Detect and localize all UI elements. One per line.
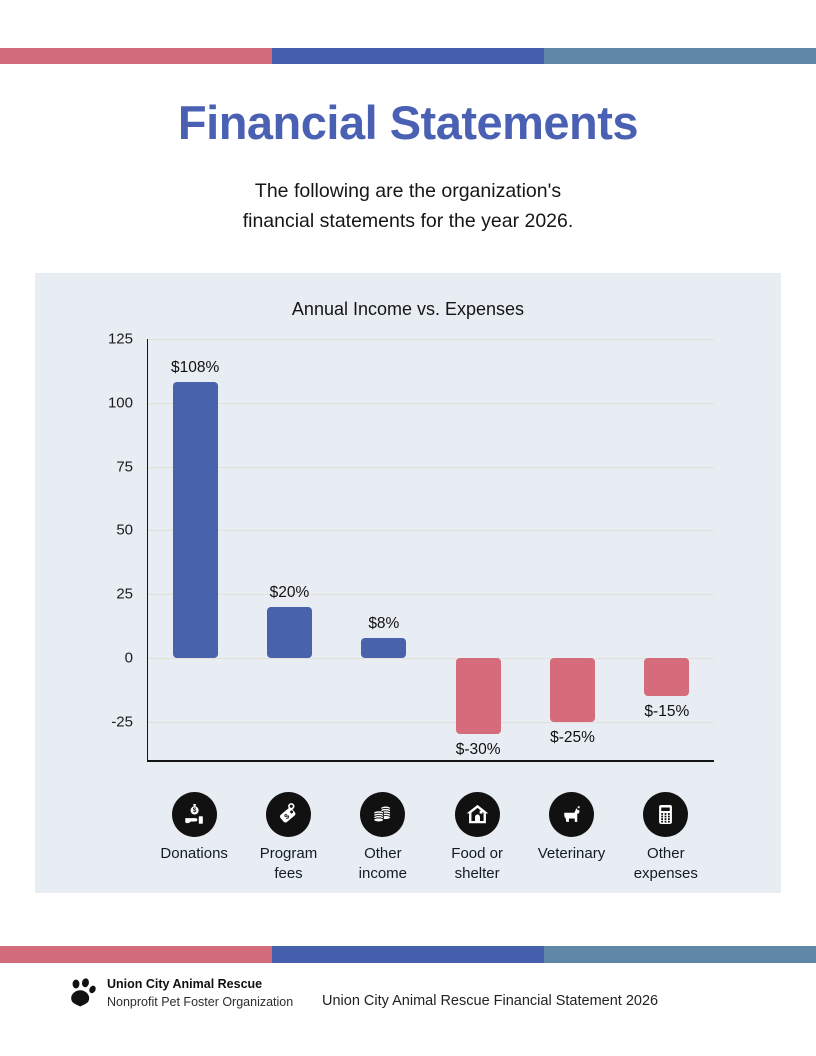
bar-value-label: $-30% (455, 741, 501, 759)
gridline-50 (148, 530, 714, 532)
y-tick-label: 125 (107, 330, 133, 348)
category-label-program-fees: Program fees (259, 845, 318, 882)
category-label-food-or-shelter: Food or shelter (451, 845, 503, 882)
gridline-125 (148, 339, 714, 340)
category-icon-cell (241, 792, 335, 837)
gridline-75 (148, 466, 714, 468)
bar-veterinary (550, 657, 595, 722)
y-tick-label: 75 (116, 458, 133, 476)
category-icon-cell (336, 792, 430, 837)
stripe-segment-teal (544, 946, 816, 963)
page-subtitle-line1: The following are the organization's (254, 180, 562, 202)
org-subtitle: Nonprofit Pet Foster Organization (107, 995, 294, 1009)
bar-other-expenses (644, 657, 690, 697)
page-subtitle-line2: financial statements for the year 2026. (242, 210, 574, 233)
stripe-segment-blue (272, 48, 544, 64)
bar-donations (172, 382, 218, 658)
page-subtitle: The following are the organization's fina… (0, 176, 816, 236)
y-tick-label: 100 (107, 394, 133, 412)
bar-program-fees (267, 606, 312, 658)
org-name: Union City Animal Rescue (107, 976, 263, 991)
icon-circle (265, 792, 311, 837)
gridline-0 (148, 657, 714, 659)
chart-panel: Annual Income vs. Expenses 125 100 75 50 25 0… (35, 273, 781, 893)
y-tick-label: -25 (111, 713, 133, 731)
dog-icon (558, 801, 585, 828)
bar-value-label: $20% (269, 583, 310, 601)
stripe-segment-pink (0, 48, 272, 64)
category-icon-row (147, 792, 713, 837)
gridline--25 (148, 721, 714, 723)
stripe-segment-blue (272, 946, 544, 963)
bar-value-label: $8% (368, 614, 400, 632)
category-label-veterinary: Veterinary (537, 845, 606, 862)
page-title: Financial Statements (177, 96, 639, 149)
chart-title: Annual Income vs. Expenses (291, 299, 525, 319)
category-label-donations: Donations (160, 845, 228, 862)
icon-circle (360, 792, 406, 837)
footer-brand: Union City Animal Rescue Nonprofit Pet F… (64, 975, 293, 1011)
bar-value-label: $-25% (550, 728, 595, 746)
category-label-other-income: Other income (358, 845, 407, 882)
gridline-25 (148, 594, 714, 596)
stripe-segment-pink (0, 946, 272, 963)
y-axis: 125 100 75 50 25 0 -25 (35, 331, 133, 760)
calculator-icon (652, 801, 679, 828)
icon-circle (643, 792, 689, 837)
house-icon (464, 801, 491, 828)
category-label-other-expenses: Other expenses (633, 845, 698, 882)
category-icon-cell (147, 792, 241, 837)
coin-stack-icon (369, 801, 396, 828)
paw-icon (64, 975, 100, 1011)
bottom-decorative-stripe (0, 946, 816, 963)
bar-other-income (361, 637, 407, 658)
bar-value-label: $-15% (644, 703, 690, 721)
price-tag-icon (275, 801, 302, 828)
y-tick-label: 50 (116, 521, 133, 539)
y-tick-label: 0 (124, 649, 133, 667)
stripe-segment-teal (544, 48, 816, 64)
y-tick-label: 25 (116, 585, 133, 603)
category-label-row: Donations Program fees Other income Food or… (147, 844, 713, 883)
footer-document-title: Union City Animal Rescue Financial State… (322, 993, 659, 1009)
icon-circle (171, 792, 217, 837)
bar-value-label: $108% (171, 359, 220, 377)
plot-area: $108% $20% $8% $-30% $-25% $-15% (147, 339, 714, 762)
icon-circle (454, 792, 500, 837)
icon-circle (548, 792, 594, 837)
top-decorative-stripe (0, 48, 816, 64)
category-icon-cell (619, 792, 713, 837)
footer-brand-text: Union City Animal Rescue Nonprofit Pet F… (107, 976, 293, 1011)
gridline-100 (148, 402, 714, 404)
category-icon-cell (524, 792, 618, 837)
bar-food-or-shelter (455, 657, 501, 735)
donation-hand-icon (181, 801, 208, 828)
category-icon-cell (430, 792, 524, 837)
